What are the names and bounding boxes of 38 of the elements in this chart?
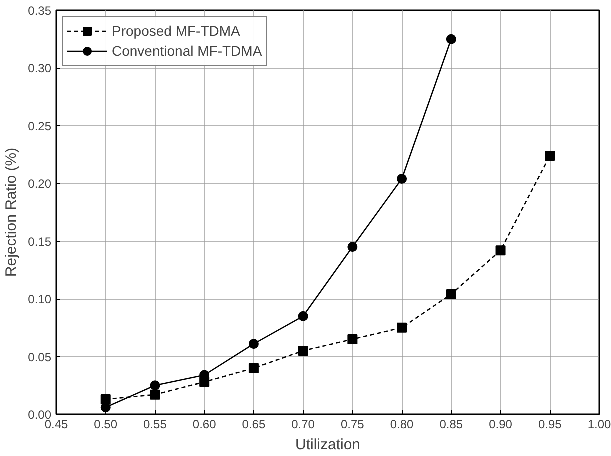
x-tick-label: 0.65 <box>242 418 266 432</box>
legend-label: Proposed MF-TDMA <box>112 23 240 39</box>
point <box>545 150 556 161</box>
x-axis-title: Utilization <box>295 436 361 454</box>
point <box>446 34 456 44</box>
point <box>248 363 259 374</box>
x-tick-label: 0.60 <box>192 418 217 432</box>
point <box>397 174 408 184</box>
x-tick-label: 0.45 <box>44 418 69 432</box>
point <box>348 334 358 344</box>
point <box>496 246 506 256</box>
x-tick-label: 0.75 <box>341 418 365 432</box>
x-tick-label: 0.50 <box>94 418 118 432</box>
x-tick-label: 0.85 <box>440 418 464 432</box>
point <box>397 322 408 333</box>
y-tick-label: 0.10 <box>28 292 52 307</box>
point <box>248 339 259 350</box>
y-tick-label: 0.35 <box>28 4 52 18</box>
point <box>348 242 358 252</box>
y-tick-label: 0.25 <box>28 119 52 134</box>
x-tick-label: 0.70 <box>292 418 316 432</box>
y-tick-label: 0.20 <box>28 177 52 192</box>
x-tick-label: 0.80 <box>390 418 414 432</box>
y-tick-label: 0.30 <box>28 62 52 76</box>
point <box>298 311 308 322</box>
point <box>150 380 160 391</box>
point <box>100 394 111 404</box>
point <box>150 390 160 400</box>
legend-label: Conventional MF-TDMA <box>112 43 262 59</box>
y-tick-label: 0.15 <box>28 234 52 249</box>
x-tick-label: 0.95 <box>538 418 562 432</box>
point <box>298 346 308 356</box>
y-tick-label: 0.05 <box>28 350 52 364</box>
x-tick-label: 0.55 <box>144 418 168 432</box>
x-tick-label: 0.90 <box>489 418 513 432</box>
y-axis-title: Rejection Ratio (%) <box>3 148 20 278</box>
x-tick-label: 1.00 <box>588 418 611 432</box>
point <box>446 289 456 300</box>
